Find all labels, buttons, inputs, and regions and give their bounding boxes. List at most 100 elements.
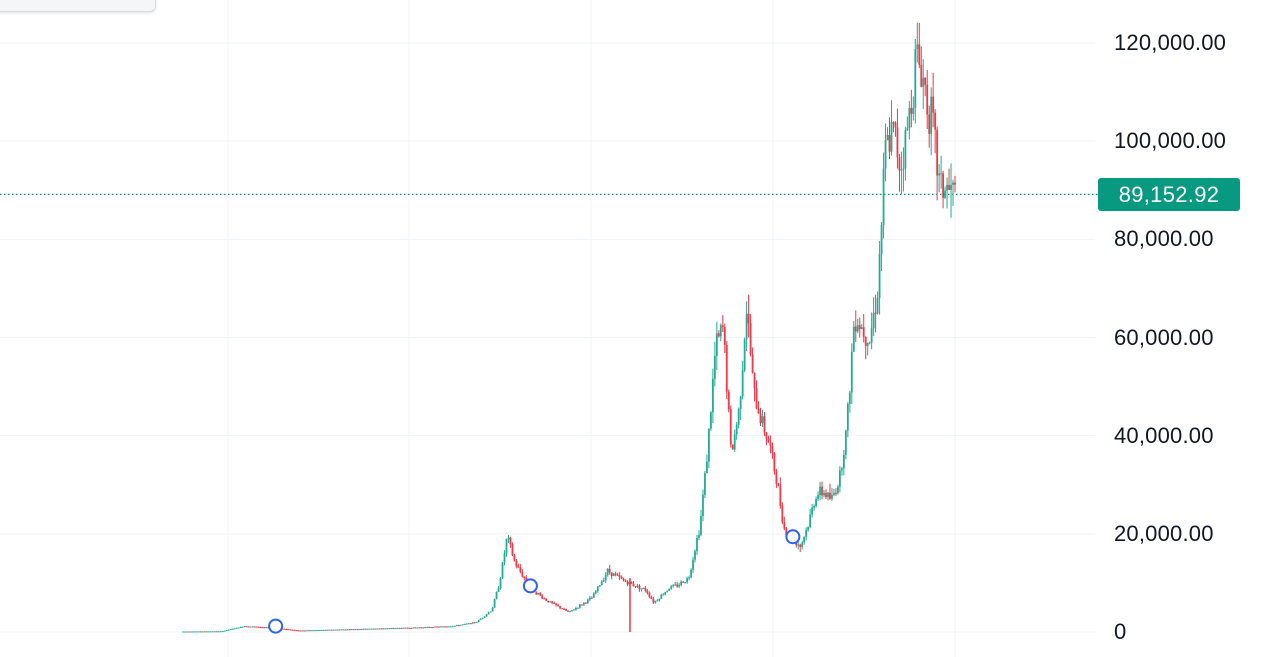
candle xyxy=(535,591,538,596)
candle-body xyxy=(190,631,192,633)
candle xyxy=(186,631,188,633)
candle-body xyxy=(424,627,427,629)
candle xyxy=(203,631,206,633)
candle-body xyxy=(640,588,643,590)
candle xyxy=(624,579,627,582)
candle-body xyxy=(622,578,625,581)
candle xyxy=(709,411,712,431)
candle xyxy=(729,405,732,448)
candle-body xyxy=(759,413,762,423)
candle-body xyxy=(309,630,311,632)
candle xyxy=(188,631,190,633)
candle-body xyxy=(414,627,417,629)
candle xyxy=(388,628,391,630)
candle-body xyxy=(706,461,708,474)
candle xyxy=(551,600,554,605)
candle-body xyxy=(900,169,903,171)
candle-body xyxy=(225,630,228,632)
candle-body xyxy=(690,569,692,578)
candle xyxy=(453,625,456,627)
candle-body xyxy=(779,486,782,506)
event-marker-1[interactable] xyxy=(522,578,538,594)
candle-body xyxy=(223,630,226,632)
candle xyxy=(856,318,859,334)
candle xyxy=(561,608,563,610)
candle-body xyxy=(805,530,808,537)
candle xyxy=(866,342,869,356)
candle xyxy=(739,395,742,421)
candle xyxy=(805,527,808,541)
candle xyxy=(422,627,425,629)
candle xyxy=(378,628,381,630)
candle xyxy=(809,508,812,529)
candle xyxy=(658,598,661,602)
candle xyxy=(315,629,317,632)
candle-body xyxy=(874,312,877,314)
candle-body xyxy=(442,626,444,628)
candle xyxy=(803,536,806,545)
candle-body xyxy=(303,630,305,632)
candle-body xyxy=(799,544,802,547)
candle-body xyxy=(535,592,538,595)
candle xyxy=(209,631,212,633)
candle xyxy=(700,509,702,537)
candle xyxy=(545,598,548,602)
candle xyxy=(844,429,847,460)
candle xyxy=(723,323,726,354)
candle xyxy=(434,626,436,628)
candle-body xyxy=(803,536,806,543)
candle xyxy=(481,617,484,620)
candle-body xyxy=(420,627,423,629)
candle-body xyxy=(944,190,946,198)
candle xyxy=(261,627,264,629)
candle xyxy=(372,628,375,630)
candle-body xyxy=(870,328,873,343)
candle xyxy=(868,341,871,345)
candle-body xyxy=(815,499,817,506)
candle xyxy=(469,623,472,625)
candle-body xyxy=(890,122,893,152)
candle xyxy=(404,627,407,629)
candle xyxy=(747,294,750,338)
event-marker-0[interactable] xyxy=(268,618,284,634)
candle xyxy=(904,126,907,181)
candle-body xyxy=(434,626,436,628)
candle-body xyxy=(392,628,395,630)
candle-body xyxy=(709,412,712,429)
candle-body xyxy=(499,578,502,589)
candle xyxy=(898,153,901,192)
candle xyxy=(537,592,540,596)
candle-body xyxy=(846,404,849,431)
candle-body xyxy=(523,576,526,579)
candle-body xyxy=(491,607,494,612)
candle xyxy=(626,580,629,587)
candle xyxy=(654,600,657,604)
legend-panel[interactable] xyxy=(0,0,156,12)
event-marker-2[interactable] xyxy=(785,529,801,545)
candle-body xyxy=(360,628,363,630)
candle-body xyxy=(465,623,468,625)
candle-body xyxy=(916,44,919,50)
candle-body xyxy=(711,378,714,413)
candle xyxy=(450,626,452,628)
candle xyxy=(195,631,198,633)
candle xyxy=(817,491,819,502)
candle xyxy=(773,452,776,475)
candle-body xyxy=(376,628,379,630)
candle-body xyxy=(313,630,315,632)
candle-body xyxy=(408,627,411,629)
candle xyxy=(894,121,897,137)
candle-body xyxy=(386,628,389,630)
candle xyxy=(672,584,675,588)
candle xyxy=(640,588,643,592)
candle xyxy=(455,625,458,627)
candle xyxy=(771,442,774,459)
candle xyxy=(342,629,345,631)
candle-body xyxy=(569,610,571,612)
candle xyxy=(485,613,488,617)
candle-body xyxy=(837,486,839,494)
candle-body xyxy=(864,336,867,346)
candle-body xyxy=(221,631,224,633)
candle-body xyxy=(205,631,208,633)
